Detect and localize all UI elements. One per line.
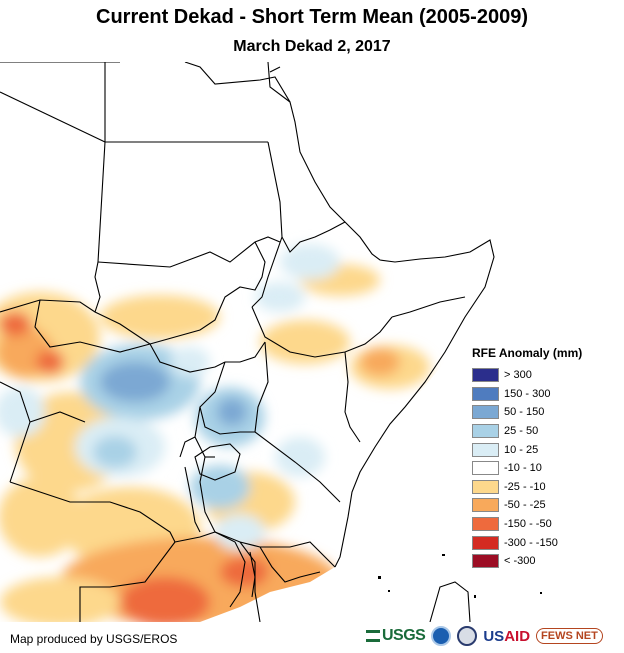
country-boundaries [0, 62, 495, 622]
legend-item: -150 - -50 [472, 515, 622, 534]
map-subtitle: March Dekad 2, 2017 [233, 38, 391, 55]
map-legend: RFE Anomaly (mm) > 300 150 - 300 50 - 150 2… [472, 346, 622, 571]
legend-swatch [472, 368, 499, 383]
legend-label: -25 - -10 [504, 480, 546, 493]
legend-label: -10 - 10 [504, 462, 542, 475]
legend-label: 10 - 25 [504, 443, 539, 456]
legend-swatch [472, 517, 499, 532]
legend-title: RFE Anomaly (mm) [472, 346, 583, 360]
legend-item: < -300 [472, 552, 622, 571]
legend-swatch [472, 405, 499, 420]
agency-logos: USGS USAID FEWS NET [366, 622, 618, 650]
map-title: Current Dekad - Short Term Mean (2005-20… [96, 6, 528, 28]
legend-label: -300 - -150 [504, 536, 558, 549]
noaa-logo [431, 626, 452, 646]
legend-item: 50 - 150 [472, 403, 622, 422]
legend-label: > 300 [504, 369, 532, 382]
legend-item: 10 - 25 [472, 440, 622, 459]
legend-item: -25 - -10 [472, 478, 622, 497]
legend-item: 150 - 300 [472, 385, 622, 404]
legend-swatch [472, 498, 499, 513]
legend-swatch [472, 535, 499, 550]
islands [378, 554, 542, 598]
legend-swatch [472, 479, 499, 494]
legend-label: 50 - 150 [504, 406, 545, 419]
legend-label: -150 - -50 [504, 518, 552, 531]
legend-item: > 300 [472, 366, 622, 385]
state-dept-seal-logo [457, 626, 478, 646]
legend-item: -10 - 10 [472, 459, 622, 478]
credit-text: Map produced by USGS/EROS [10, 632, 178, 646]
legend-swatch [472, 424, 499, 439]
legend-swatch [472, 554, 499, 569]
legend-label: 25 - 50 [504, 425, 539, 438]
usgs-wave-icon [366, 630, 380, 642]
legend-label: -50 - -25 [504, 499, 546, 512]
usgs-logo: USGS [366, 627, 426, 645]
legend-label: < -300 [504, 555, 536, 568]
legend-label: 150 - 300 [504, 387, 551, 400]
legend-item: 25 - 50 [472, 422, 622, 441]
legend-item: -50 - -25 [472, 496, 622, 515]
legend-swatch [472, 442, 499, 457]
legend-swatch [472, 386, 499, 401]
rainfall-anomaly-map [0, 62, 542, 622]
legend-swatch [472, 461, 499, 476]
usaid-logo: USAID [483, 627, 531, 645]
fews-net-logo: FEWS NET [536, 628, 603, 644]
legend-item: -300 - -150 [472, 533, 622, 552]
